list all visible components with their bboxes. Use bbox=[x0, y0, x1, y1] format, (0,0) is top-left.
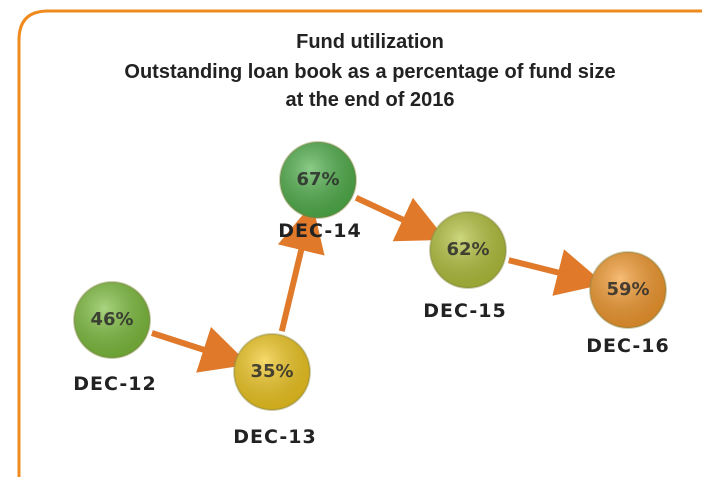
arrow bbox=[508, 249, 605, 296]
value-label: 62% bbox=[446, 239, 489, 260]
bubble-shine bbox=[280, 142, 356, 218]
category-label: DEC-12 bbox=[73, 373, 156, 395]
value-label: 67% bbox=[296, 169, 339, 190]
category-label: DEC-14 bbox=[278, 220, 361, 242]
category-label: DEC-15 bbox=[423, 300, 506, 322]
chart-title: Fund utilization bbox=[296, 31, 444, 53]
frame bbox=[17, 9, 702, 477]
category-label: DEC-13 bbox=[233, 426, 316, 448]
value-label: 46% bbox=[90, 309, 133, 330]
arrow bbox=[354, 195, 447, 242]
value-label: 35% bbox=[250, 361, 293, 382]
value-label: 59% bbox=[606, 279, 649, 300]
category-label: DEC-16 bbox=[586, 335, 669, 357]
bubble-shine bbox=[234, 334, 310, 410]
arrow bbox=[277, 203, 325, 332]
bubble-shine bbox=[74, 282, 150, 358]
bubble-shine bbox=[590, 252, 666, 328]
arrow bbox=[151, 326, 250, 373]
bubble-shine bbox=[430, 212, 506, 288]
chart-subtitle: at the end of 2016 bbox=[286, 89, 455, 111]
chart-subtitle: Outstanding loan book as a percentage of… bbox=[124, 61, 615, 83]
